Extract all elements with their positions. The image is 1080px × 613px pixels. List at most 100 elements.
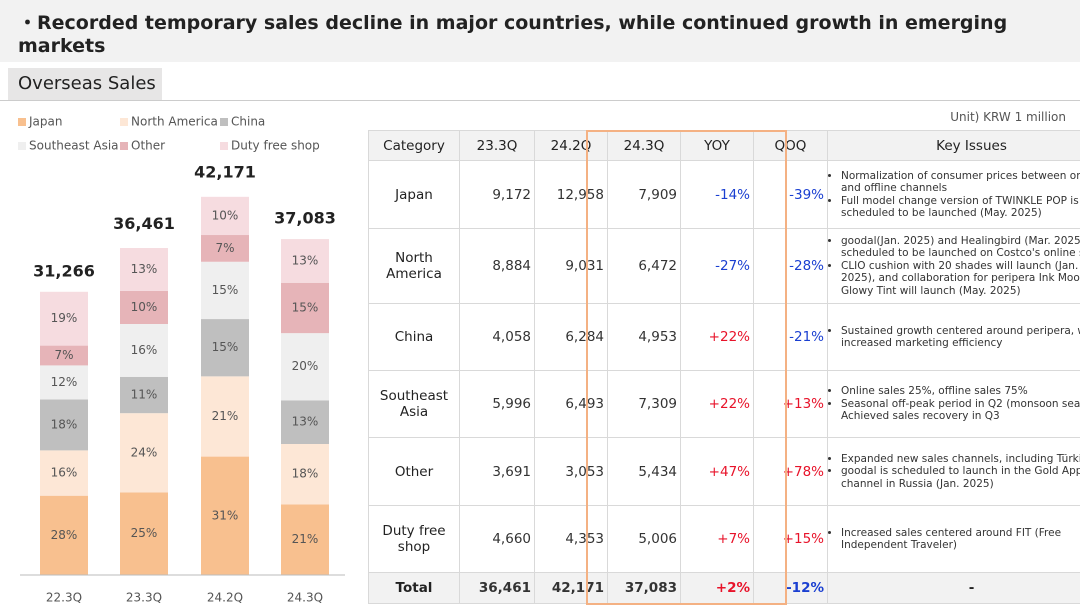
category-cell: Japan [368,160,460,229]
legend-label: North America [131,115,218,129]
value-label: 19% [51,311,78,325]
bar-segment [120,492,168,575]
value-label: 18% [292,467,319,481]
column-header: QOQ [753,130,828,161]
bar-segment [201,261,249,320]
issues-list: Online sales 25%, offline sales 75%Seaso… [831,385,1080,423]
value-cell: 8,884 [459,228,535,304]
bar-segment [40,399,88,451]
issues-list: Expanded new sales channels, including T… [831,453,1080,491]
value-label: 21% [212,409,239,423]
value-label: 15% [292,300,319,314]
x-tick-label: 24.2Q [207,591,243,605]
legend-label: Duty free shop [231,139,320,153]
legend-label: China [231,115,265,129]
issue: CLIO cushion with 20 shades will launch … [841,260,1080,298]
column-header: Category [368,130,460,161]
bar-segment [281,400,329,444]
value-cell: -12% [753,572,828,604]
value-label: 31% [212,508,239,522]
total-label: 36,461 [113,214,175,233]
header: Recorded temporary sales decline in majo… [0,0,1080,62]
bar-segment [201,196,249,236]
category-cell: Other [368,437,460,506]
bar-segment [281,239,329,283]
column-header: 24.2Q [534,130,608,161]
title: Recorded temporary sales decline in majo… [18,8,1080,57]
column-header: YOY [680,130,754,161]
value-cell: 3,691 [459,437,535,506]
issue: goodal is scheduled to launch in the Gol… [841,465,1080,490]
bar-segment [281,443,329,505]
x-tick-label: 24.3Q [287,591,323,605]
category-cell: Total [368,572,460,604]
value-label: 13% [131,262,158,276]
value-label: 7% [215,241,234,255]
value-cell: 5,996 [459,370,535,438]
category-cell: North America [368,228,460,304]
x-tick-label: 23.3Q [126,591,162,605]
category-cell: Duty free shop [368,505,460,573]
value-cell: 3,053 [534,437,608,506]
x-tick-label: 22.3Q [46,591,82,605]
issue: Full model change version of TWINKLE POP… [841,195,1080,220]
value-label: 12% [51,375,78,389]
issues-cell: Sustained growth centered around periper… [827,303,1080,371]
bar-segment [120,376,168,414]
value-cell: +78% [753,437,828,506]
value-cell: 37,083 [607,572,681,604]
header-row: Category 23.3Q 24.2Q 24.3Q YOY QOQ Key Issues [368,130,1080,161]
value-cell: 4,353 [534,505,608,573]
section-tab: Overseas Sales [8,68,162,100]
legend-label: Southeast Asia [29,139,119,153]
value-cell: 7,309 [607,370,681,438]
chart: Japan North America China Southeast Asia Oth… [18,115,345,605]
value-cell: 36,461 [459,572,535,604]
bar-segment [40,450,88,496]
column-header: Key Issues [827,130,1080,161]
total-label: 31,266 [33,261,95,280]
column-header: 23.3Q [459,130,535,161]
value-cell: +22% [680,303,754,371]
value-cell: 7,909 [607,160,681,229]
bar-segment [201,376,249,457]
sales-table: Category 23.3Q 24.2Q 24.3Q YOY QOQ Key Issues J… [368,130,1080,604]
legend-label: Other [131,139,165,153]
value-label: 15% [212,283,239,297]
value-cell: -14% [680,160,754,229]
value-cell: 4,953 [607,303,681,371]
issues-list: goodal(Jan. 2025) and Healingbird (Mar. … [831,235,1080,298]
value-label: 25% [131,526,158,540]
value-label: 21% [292,532,319,546]
value-cell: -27% [680,228,754,304]
issue: goodal(Jan. 2025) and Healingbird (Mar. … [841,235,1080,260]
bar-segment [281,504,329,575]
issues-cell: Online sales 25%, offline sales 75%Seaso… [827,370,1080,438]
total-label: 42,171 [194,163,256,182]
bar-segment [201,235,249,262]
value-cell: 9,031 [534,228,608,304]
total-label: 37,083 [274,209,336,228]
value-cell: +15% [753,505,828,573]
value-cell: -28% [753,228,828,304]
bar-segment [40,365,88,400]
value-label: 13% [292,253,319,267]
value-cell: 42,171 [534,572,608,604]
value-label: 16% [51,466,78,480]
bar-segment [120,290,168,324]
value-cell: +2% [680,572,754,604]
legend-label: Japan [28,115,62,129]
issues-list: Increased sales centered around FIT (Fre… [831,527,1080,552]
value-label: 11% [131,387,158,401]
issues-cell: goodal(Jan. 2025) and Healingbird (Mar. … [827,228,1080,304]
bar-segment [120,248,168,291]
category-cell: Southeast Asia [368,370,460,438]
value-cell: 12,958 [534,160,608,229]
value-cell: -21% [753,303,828,371]
value-cell: +47% [680,437,754,506]
bar-segment [201,456,249,575]
value-cell: 6,493 [534,370,608,438]
value-label: 24% [131,445,158,459]
